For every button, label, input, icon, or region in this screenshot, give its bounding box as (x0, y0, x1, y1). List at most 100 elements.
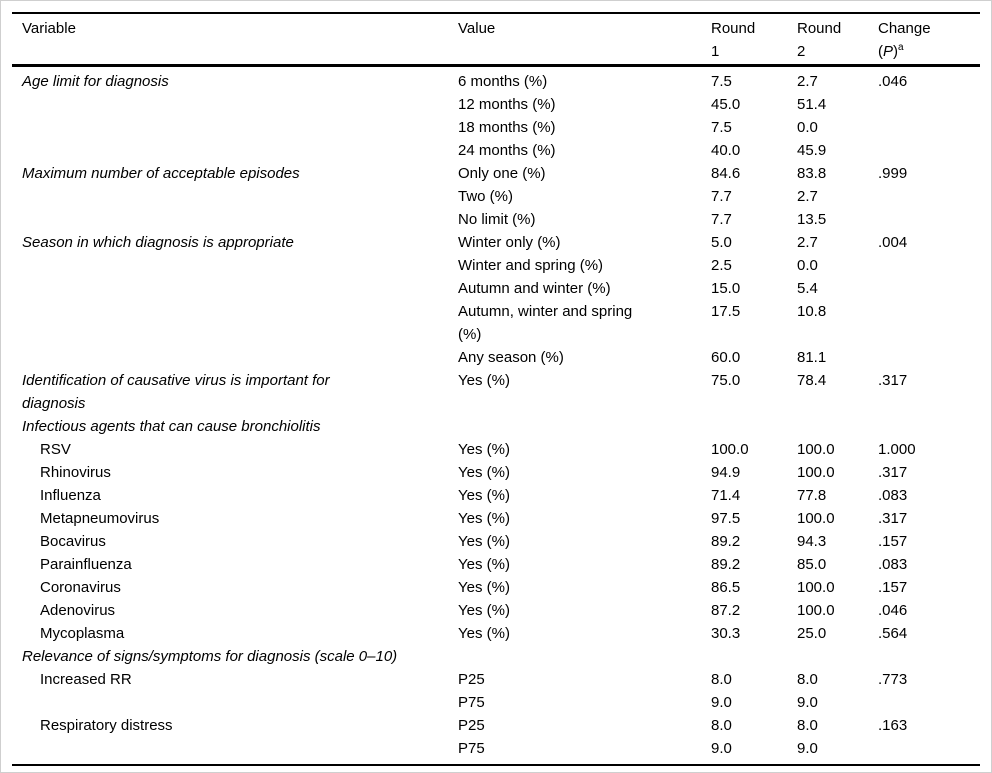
cell-round1: 7.7 (711, 211, 732, 228)
cell-pvalue (878, 691, 980, 714)
cell-round1: 97.5 (711, 510, 741, 527)
cell-round1: 100.0 (711, 441, 749, 458)
table-row: Influenza Yes (%) 71.4 77.8 .083 (12, 484, 980, 507)
cell-pvalue (878, 185, 980, 208)
cell-pvalue (878, 116, 980, 139)
cell-value: Yes (%) (458, 372, 510, 389)
table-row: Autumn, winter and spring (%) 17.5 10.8 (12, 300, 980, 346)
cell-value: Yes (%) (458, 464, 510, 481)
cell-variable: Respiratory distress (40, 717, 173, 734)
cell-pvalue: .157 (878, 533, 908, 550)
table-row: Increased RR P25 8.0 8.0 .773 (12, 668, 980, 691)
cell-variable (12, 208, 458, 231)
col-header-change-line2: (P)a (878, 42, 904, 61)
cell-value (458, 415, 711, 438)
cell-value: Autumn and winter (%) (458, 280, 611, 297)
cell-variable (12, 116, 458, 139)
cell-variable: Rhinovirus (40, 464, 111, 481)
col-header-round1: Round 1 (711, 13, 797, 67)
col-header-change: Change (P)a (878, 13, 980, 67)
cell-variable: Parainfluenza (40, 556, 132, 573)
table-row: Any season (%) 60.0 81.1 (12, 346, 980, 369)
col-header-change-line1: Change (878, 20, 931, 37)
table-row: Maximum number of acceptable episodes On… (12, 162, 980, 185)
cell-pvalue: .163 (878, 717, 908, 734)
cell-variable: Age limit for diagnosis (22, 73, 169, 90)
cell-variable (12, 691, 458, 714)
cell-variable: Adenovirus (40, 602, 116, 619)
cell-round2: 2.7 (797, 234, 818, 251)
table-row: No limit (%) 7.7 13.5 (12, 208, 980, 231)
cell-variable (12, 254, 458, 277)
cell-round1: 45.0 (711, 96, 741, 113)
cell-round2: 0.0 (797, 119, 818, 136)
cell-round1: 7.5 (711, 73, 732, 90)
table-row: Coronavirus Yes (%) 86.5 100.0 .157 (12, 576, 980, 599)
p-symbol: P (883, 43, 894, 60)
cell-value: Yes (%) (458, 487, 510, 504)
cell-pvalue: .999 (878, 165, 908, 182)
cell-value: P25 (458, 717, 485, 734)
cell-variable: Metapneumovirus (40, 510, 160, 527)
cell-pvalue: .317 (878, 510, 908, 527)
cell-value: 6 months (%) (458, 73, 548, 90)
cell-round2: 83.8 (797, 165, 827, 182)
cell-round1: 75.0 (711, 372, 741, 389)
cell-round2: 8.0 (797, 717, 818, 734)
cell-variable (12, 277, 458, 300)
cell-variable (12, 93, 458, 116)
table-row: Season in which diagnosis is appropriate… (12, 231, 980, 254)
cell-round2: 100.0 (797, 464, 835, 481)
cell-pvalue: .773 (878, 671, 908, 688)
cell-round1: 89.2 (711, 533, 741, 550)
cell-round2: 10.8 (797, 303, 827, 320)
cell-round1: 71.4 (711, 487, 741, 504)
cell-round2: 100.0 (797, 579, 835, 596)
cell-variable: Infectious agents that can cause bronchi… (22, 418, 321, 435)
cell-round1: 8.0 (711, 671, 732, 688)
cell-pvalue: .046 (878, 73, 908, 90)
cell-round2: 2.7 (797, 188, 818, 205)
cell-pvalue: .004 (878, 234, 908, 251)
cell-pvalue (878, 415, 980, 438)
table-row: Winter and spring (%) 2.5 0.0 (12, 254, 980, 277)
cell-round1: 5.0 (711, 234, 732, 251)
cell-variable: Coronavirus (40, 579, 121, 596)
table-row: Parainfluenza Yes (%) 89.2 85.0 .083 (12, 553, 980, 576)
cell-round1: 7.7 (711, 188, 732, 205)
table-row: P75 9.0 9.0 (12, 691, 980, 714)
cell-pvalue (878, 93, 980, 116)
cell-round2: 100.0 (797, 602, 835, 619)
cell-value: No limit (%) (458, 211, 536, 228)
cell-variable: Maximum number of acceptable episodes (22, 165, 300, 182)
table-row: Rhinovirus Yes (%) 94.9 100.0 .317 (12, 461, 980, 484)
cell-pvalue: .083 (878, 556, 908, 573)
cell-variable: Mycoplasma (40, 625, 125, 642)
table-row: Bocavirus Yes (%) 89.2 94.3 .157 (12, 530, 980, 553)
cell-pvalue (878, 300, 980, 346)
cell-variable (12, 737, 458, 765)
cell-value: 12 months (%) (458, 96, 556, 113)
cell-value: Winter and spring (%) (458, 257, 604, 274)
table-row: Mycoplasma Yes (%) 30.3 25.0 .564 (12, 622, 980, 645)
cell-round2: 45.9 (797, 142, 827, 159)
cell-variable (12, 139, 458, 162)
cell-round2: 13.5 (797, 211, 827, 228)
cell-pvalue: .083 (878, 487, 908, 504)
cell-round2: 9.0 (797, 740, 818, 757)
table-row: Age limit for diagnosis 6 months (%) 7.5… (12, 66, 980, 94)
cell-value: P75 (458, 694, 485, 711)
cell-pvalue: .317 (878, 464, 908, 481)
cell-round1 (711, 415, 797, 438)
cell-round2: 0.0 (797, 257, 818, 274)
cell-pvalue: 1.000 (878, 441, 916, 458)
table-wrapper: Variable Value Round 1 Round 2 Change (P)… (12, 12, 980, 766)
table-header-row: Variable Value Round 1 Round 2 Change (P)… (12, 13, 980, 67)
cell-pvalue (878, 139, 980, 162)
cell-pvalue: .564 (878, 625, 908, 642)
cell-round1: 8.0 (711, 717, 732, 734)
col-header-value: Value (458, 13, 711, 67)
cell-round2 (797, 415, 878, 438)
table-row: 24 months (%) 40.0 45.9 (12, 139, 980, 162)
footnote-marker-a: a (898, 42, 904, 53)
